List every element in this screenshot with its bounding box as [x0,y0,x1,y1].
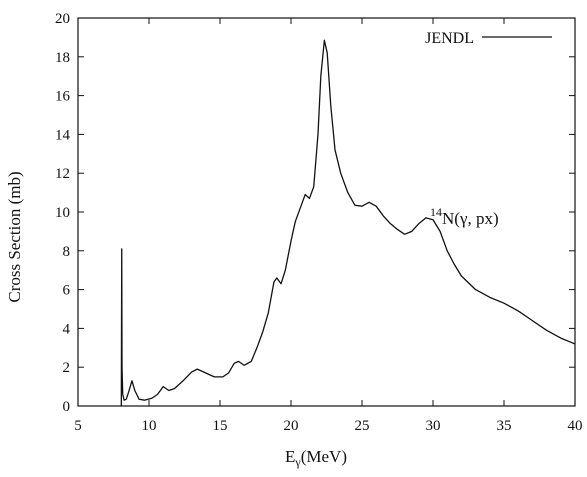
x-axis-title-subscript: γ [294,455,301,469]
x-tick-label: 15 [213,418,228,434]
x-axis: 5 10 15 20 25 30 35 40 [74,18,583,434]
x-axis-title-unit: (MeV) [301,447,347,466]
x-tick-label: 20 [284,418,299,434]
x-tick-label: 10 [142,418,157,434]
annotation-superscript: 14 [430,205,442,219]
x-tick-label: 40 [568,418,583,434]
y-tick-label: 10 [55,205,70,221]
x-axis-title: Eγ(MeV) [285,447,347,469]
y-tick-label: 8 [63,244,71,260]
x-tick-label: 5 [74,418,82,434]
legend: JENDL [425,30,552,47]
x-tick-label: 35 [497,418,512,434]
y-tick-label: 4 [63,321,71,337]
plot-frame [77,17,576,407]
curve-annotation: 14N(γ, px) [430,205,499,228]
series-line-jendl [120,39,576,407]
annotation-text: N(γ, px) [442,209,499,228]
y-tick-label: 20 [55,11,70,27]
plot-area [120,39,576,407]
y-tick-label: 18 [55,50,70,66]
y-axis: 0 2 4 6 8 10 12 14 16 18 20 [55,11,575,415]
y-tick-label: 0 [63,399,71,415]
y-tick-label: 2 [63,360,71,376]
x-tick-label: 25 [355,418,370,434]
y-axis-title: Cross Section (mb) [5,171,24,302]
legend-label-jendl: JENDL [425,30,474,47]
y-tick-label: 16 [55,89,71,105]
y-tick-label: 6 [63,283,71,299]
x-tick-label: 30 [426,418,441,434]
y-tick-label: 12 [55,166,70,182]
y-tick-label: 14 [55,127,71,143]
x-axis-title-main: E [285,447,295,466]
